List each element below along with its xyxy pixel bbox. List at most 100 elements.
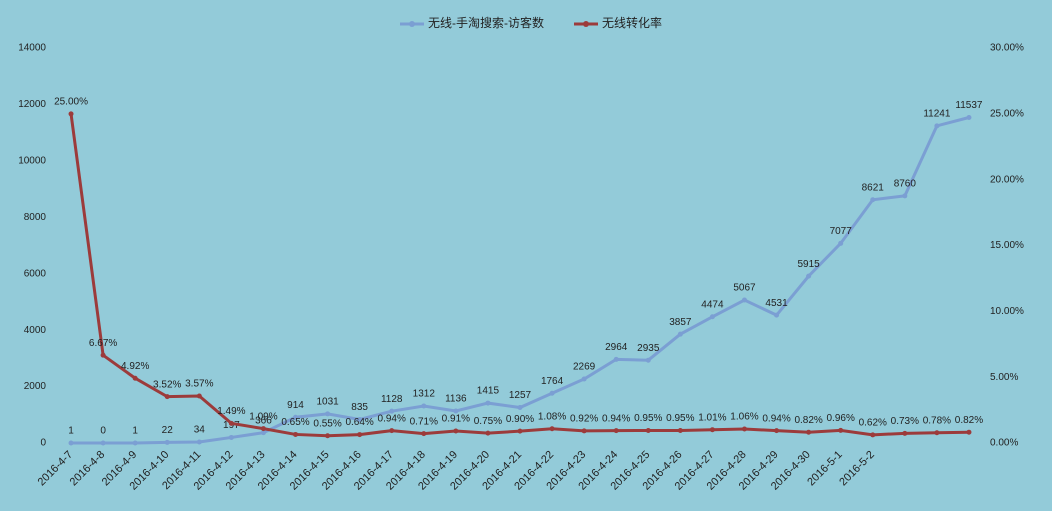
y2-tick-label: 30.00% [990,43,1024,54]
data-point [581,428,587,434]
data-point [293,431,299,437]
data-point [581,376,587,382]
data-point [549,390,555,396]
legend-label: 无线转化率 [602,15,662,30]
data-label: 22 [162,425,174,436]
data-label: 3.57% [185,379,213,390]
data-point [870,432,876,438]
data-label: 1.06% [730,412,758,423]
y-tick-label: 12000 [18,99,46,110]
data-label: 8621 [862,182,885,193]
data-label: 0.90% [506,414,534,425]
data-point [613,428,619,434]
data-point [934,430,940,436]
data-point [100,352,106,358]
data-label: 0.91% [442,414,470,425]
data-label: 0.78% [923,415,951,426]
data-label: 0.73% [891,416,919,427]
data-point [164,439,170,445]
y2-tick-label: 15.00% [990,240,1024,251]
data-point [132,375,138,381]
y-tick-label: 2000 [24,381,47,392]
data-point [806,429,812,435]
data-label: 1 [68,426,74,437]
data-point [421,403,427,409]
y2-tick-label: 10.00% [990,306,1024,317]
y2-tick-label: 5.00% [990,372,1018,383]
data-point [260,430,266,436]
data-point [357,416,363,422]
data-point [485,430,491,436]
data-label: 1.01% [698,412,726,423]
y-tick-label: 4000 [24,325,47,336]
legend-label: 无线-手淘搜索-访客数 [428,15,544,30]
data-label: 2269 [573,362,596,373]
data-label: 7077 [830,226,853,237]
data-label: 8760 [894,178,917,189]
data-label: 1031 [316,397,339,408]
data-point [741,426,747,432]
data-label: 0.94% [762,413,790,424]
y-tick-label: 14000 [18,43,46,54]
data-point [325,433,331,439]
y2-tick-label: 25.00% [990,108,1024,119]
data-label: 0.71% [410,416,438,427]
y-tick-label: 6000 [24,268,47,279]
data-point [68,111,74,117]
data-point [453,408,459,414]
data-point [357,432,363,438]
data-point [774,428,780,434]
data-point [517,428,523,434]
data-point [902,430,908,436]
legend-marker [583,21,589,27]
data-label: 34 [194,425,206,436]
data-label: 0.92% [570,414,598,425]
data-label: 0.95% [634,413,662,424]
data-label: 1.09% [249,411,277,422]
data-point [677,331,683,337]
data-label: 1764 [541,376,564,387]
data-point [806,273,812,279]
data-label: 3.52% [153,379,181,390]
data-label: 0.75% [474,416,502,427]
data-point [966,429,972,435]
data-label: 0.55% [313,418,341,429]
data-label: 2935 [637,343,660,354]
data-label: 5915 [797,259,820,270]
data-point [228,420,234,426]
data-label: 0.62% [859,417,887,428]
data-label: 1.49% [217,406,245,417]
data-label: 3857 [669,317,692,328]
data-label: 0.94% [378,413,406,424]
data-label: 1136 [445,394,467,405]
data-label: 2964 [605,342,628,353]
data-point [709,427,715,433]
data-label: 6.67% [89,338,117,349]
data-label: 25.00% [54,96,88,107]
data-point [100,440,106,446]
y-tick-label: 0 [40,438,46,449]
y2-tick-label: 20.00% [990,174,1024,185]
data-label: 11241 [923,108,951,119]
data-point [196,439,202,445]
data-label: 1.08% [538,411,566,422]
data-label: 914 [287,400,304,411]
data-point [453,428,459,434]
data-point [164,394,170,400]
data-label: 0.82% [794,415,822,426]
data-point [389,428,395,434]
data-label: 1128 [381,394,403,405]
data-label: 4.92% [121,361,149,372]
data-label: 4474 [701,299,724,310]
data-label: 366 [255,415,272,426]
data-point [645,357,651,363]
data-point [325,411,331,417]
data-label: 4531 [765,298,788,309]
data-point [741,297,747,303]
data-point [838,427,844,433]
data-point [645,427,651,433]
data-point [68,440,74,446]
data-point [966,114,972,120]
data-label: 0.64% [345,417,373,428]
